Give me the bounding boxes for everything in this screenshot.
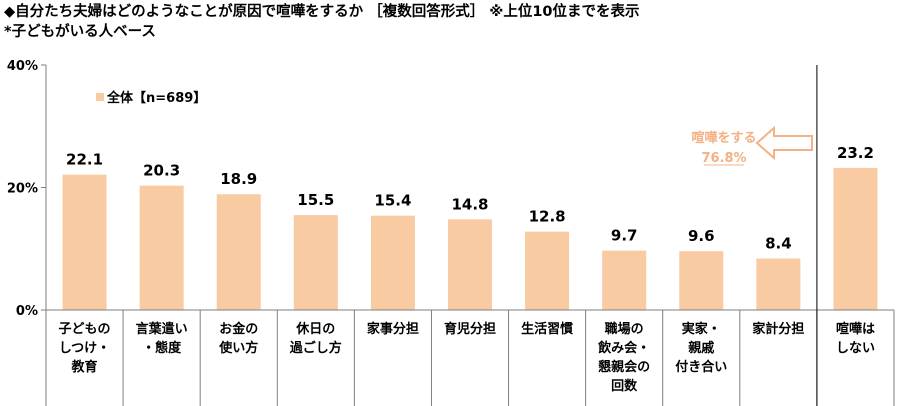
category-label: 回数 xyxy=(611,378,638,394)
category-label: 職場の xyxy=(605,321,644,337)
bar xyxy=(679,251,724,310)
category-label: 家事分担 xyxy=(367,321,419,337)
bar xyxy=(216,194,261,310)
category-label: 実家・ xyxy=(682,321,721,337)
category-label: 喧嘩は xyxy=(836,321,875,337)
category-label: 子どもの xyxy=(59,322,111,337)
value-label: 15.5 xyxy=(297,191,334,209)
value-label: 9.6 xyxy=(688,227,715,245)
category-label: お金の xyxy=(219,321,258,337)
bar xyxy=(525,231,570,310)
y-tick-label: 0% xyxy=(16,304,38,319)
annotation-label: 喧嘩をする xyxy=(691,130,756,146)
category-label: 飲み会・ xyxy=(597,340,650,356)
category-label: 言葉遣い xyxy=(136,321,188,337)
category-label: 家計分担 xyxy=(752,321,804,337)
legend: 全体【n=689】 xyxy=(96,90,206,106)
value-label: 12.8 xyxy=(529,208,566,226)
value-label: 14.8 xyxy=(451,195,488,213)
axis-group xyxy=(41,64,895,406)
value-label: 22.1 xyxy=(66,151,103,169)
bar xyxy=(370,215,415,310)
category-label: 付き合い xyxy=(675,359,727,375)
bar xyxy=(602,250,647,310)
category-label: ・態度 xyxy=(142,340,182,356)
bar xyxy=(293,215,338,310)
value-label: 20.3 xyxy=(143,162,180,180)
bar xyxy=(448,219,492,310)
value-label: 15.4 xyxy=(374,192,411,210)
legend-swatch xyxy=(96,93,104,101)
bars-group xyxy=(62,167,878,310)
category-label: 育児分担 xyxy=(444,321,496,337)
value-label: 8.4 xyxy=(765,235,792,253)
category-label: 生活習慣 xyxy=(521,321,573,337)
bar xyxy=(139,185,184,310)
category-label: しない xyxy=(836,341,875,356)
bar xyxy=(62,174,107,310)
y-tick-label: 40% xyxy=(7,59,38,74)
annotation-value: 76.8% xyxy=(701,151,746,166)
value-label: 23.2 xyxy=(837,144,874,162)
category-label: 懇親会の xyxy=(598,359,650,375)
annotation-group: 喧嘩をする 76.8% xyxy=(691,125,813,166)
chart-subtitle: *子どもがいる人ベース xyxy=(4,24,156,40)
category-label: 親戚 xyxy=(688,340,714,356)
bar xyxy=(756,258,801,310)
value-label: 18.9 xyxy=(220,170,257,188)
category-label: しつけ・ xyxy=(59,341,110,356)
chart-title: ◆自分たち夫婦はどのようなことが原因で喧嘩をするか ［複数回答形式］ ※上位10… xyxy=(4,4,640,20)
left-arrow-icon xyxy=(755,125,813,161)
y-tick-label: 20% xyxy=(7,182,38,197)
category-label: 休日の xyxy=(295,321,335,337)
category-label: 過ごし方 xyxy=(289,340,342,356)
bar xyxy=(833,167,878,310)
category-label: 使い方 xyxy=(218,340,258,356)
legend-label: 全体【n=689】 xyxy=(106,90,206,106)
value-label: 9.7 xyxy=(611,227,638,245)
category-label: 教育 xyxy=(71,359,98,375)
